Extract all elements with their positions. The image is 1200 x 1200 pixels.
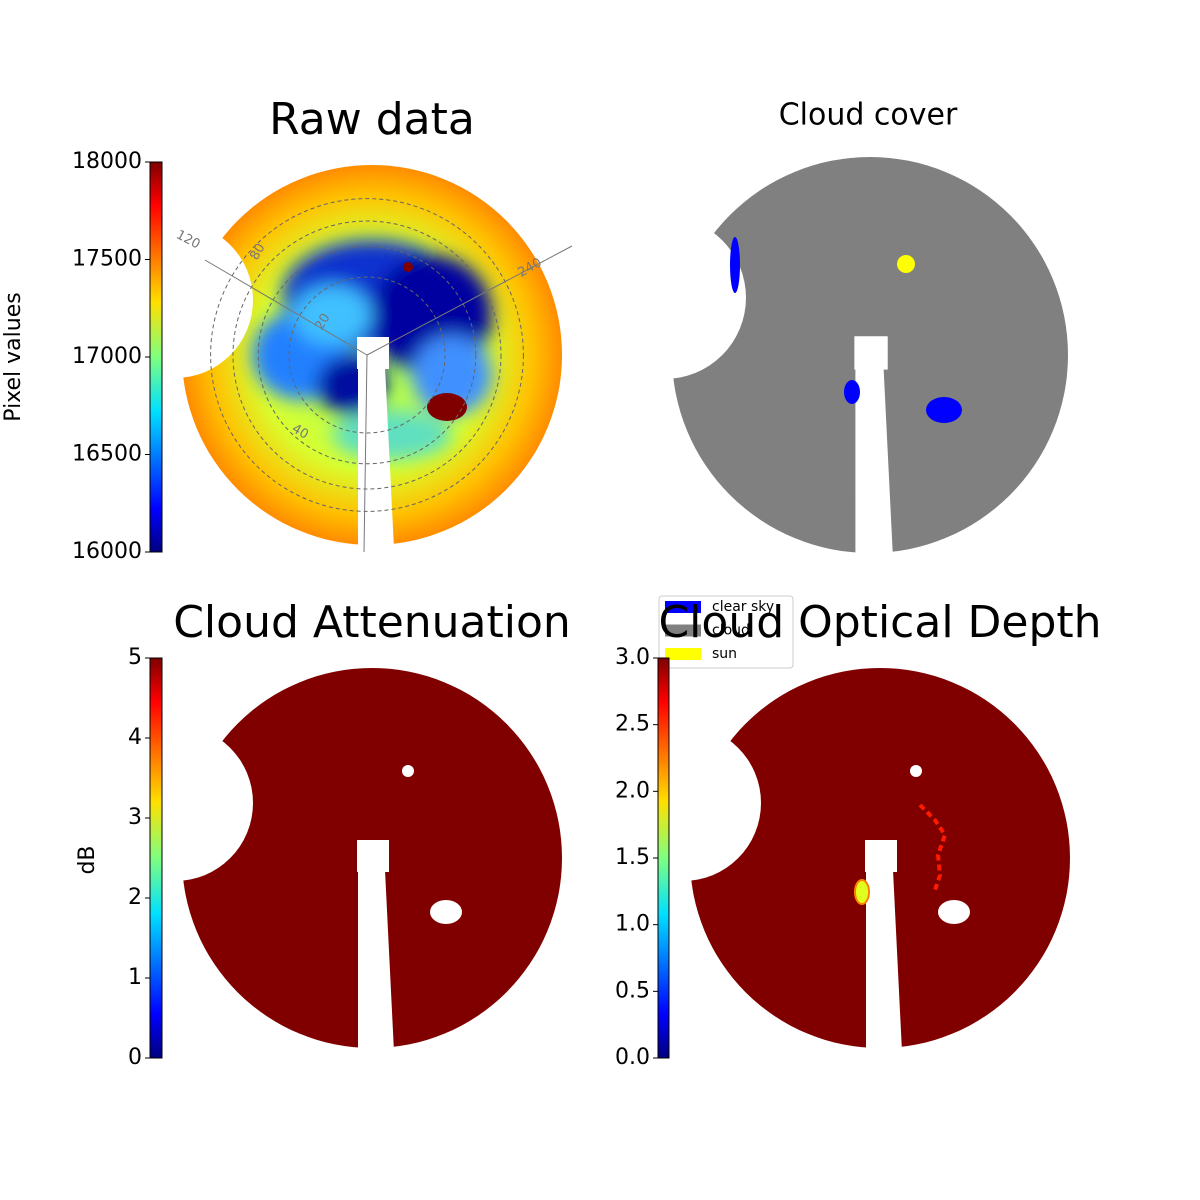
colorbar-tick-label: 17000 — [72, 344, 142, 369]
panel: Cloud Optical Depth 0.0 0.5 1.0 1.5 2.0 2.5 3.0 — [605, 597, 1102, 1070]
sun-region — [897, 255, 915, 273]
panel-title: Cloud cover — [779, 98, 958, 133]
legend-swatch — [665, 624, 701, 637]
clear-sky-hole — [430, 900, 462, 924]
raw-hot-spot — [427, 393, 467, 421]
colorbar-tick-label: 3 — [128, 805, 142, 830]
sun-mask — [910, 765, 922, 777]
colorbar-tick-label: 2.5 — [615, 712, 650, 737]
polar-ring — [232, 220, 502, 490]
thin-cloud — [854, 879, 870, 905]
colorbar-tick-label: 0 — [128, 1045, 142, 1070]
raw-blob — [292, 285, 372, 345]
panel: Cloud cover — [583, 98, 1068, 557]
colorbar-tick-label: 1.0 — [615, 912, 650, 937]
legend-swatch — [665, 601, 701, 613]
colorbar-tick-label: 16500 — [72, 442, 142, 467]
colorbar — [149, 161, 163, 553]
sun-spot — [403, 262, 413, 272]
clear-sky-region — [844, 380, 860, 404]
panel-title: Raw data — [269, 94, 475, 145]
legend-swatch — [665, 648, 701, 660]
raw-blob — [412, 335, 492, 415]
horizon-obstruction — [97, 725, 253, 881]
colorbar — [657, 657, 670, 1059]
colorbar-label: dB — [75, 845, 100, 874]
thin-cloud — [918, 803, 948, 891]
polar-spoke — [204, 259, 368, 356]
panel-title: Cloud Optical Depth — [658, 597, 1101, 648]
mast-shadow — [855, 346, 893, 557]
panel-title: Cloud Attenuation — [173, 597, 571, 648]
colorbar-tick-label: 17500 — [72, 247, 142, 272]
polar-ring — [210, 198, 524, 512]
camera-arm — [357, 337, 389, 369]
polar-ring — [257, 245, 477, 465]
colorbar-tick-label: 4 — [128, 725, 142, 750]
panel: Cloud Attenuation 0 1 2 3 4 5 dB — [75, 597, 571, 1070]
colorbar-tick-label: 5 — [128, 645, 142, 670]
colorbar-tick-label: 2.0 — [615, 778, 650, 803]
sun-mask — [402, 765, 414, 777]
legend-label: cloud — [712, 623, 750, 639]
colorbar-tick-label: 2 — [128, 885, 142, 910]
colorbar-tick-label: 16000 — [72, 539, 142, 564]
camera-arm — [854, 336, 888, 370]
colorbar-tick-label: 1.5 — [615, 845, 650, 870]
polar-label: 40 — [289, 421, 311, 442]
colorbar-tick-label: 3.0 — [615, 645, 650, 670]
colorbar-label: Pixel values — [1, 292, 26, 421]
polar-label: 20 — [312, 311, 333, 333]
colorbar-tick-label: 0.5 — [615, 978, 650, 1003]
mast-shadow — [358, 850, 394, 1052]
clear-sky-region — [730, 237, 740, 293]
colorbar-tick-label: 18000 — [72, 149, 142, 174]
horizon-obstruction — [97, 222, 253, 378]
legend-label: sun — [712, 646, 737, 662]
mast-shadow — [358, 347, 394, 549]
camera-arm — [357, 840, 389, 872]
camera-arm — [865, 840, 897, 872]
polar-spoke — [366, 245, 573, 356]
colorbar-tick-label: 0.0 — [615, 1045, 650, 1070]
legend-label: clear sky — [712, 599, 774, 615]
mast-shadow — [866, 850, 902, 1052]
horizon-obstruction — [583, 216, 746, 379]
polar-ring — [288, 276, 446, 434]
clear-sky-hole — [938, 900, 970, 924]
polar-label: 80 — [247, 241, 268, 263]
polar-spoke — [363, 354, 368, 553]
colorbar-tick-label: 1 — [128, 965, 142, 990]
horizon-obstruction — [605, 725, 761, 881]
legend: clear sky cloud sun — [658, 595, 794, 669]
clear-sky-region — [926, 397, 962, 423]
colorbar — [149, 657, 163, 1059]
